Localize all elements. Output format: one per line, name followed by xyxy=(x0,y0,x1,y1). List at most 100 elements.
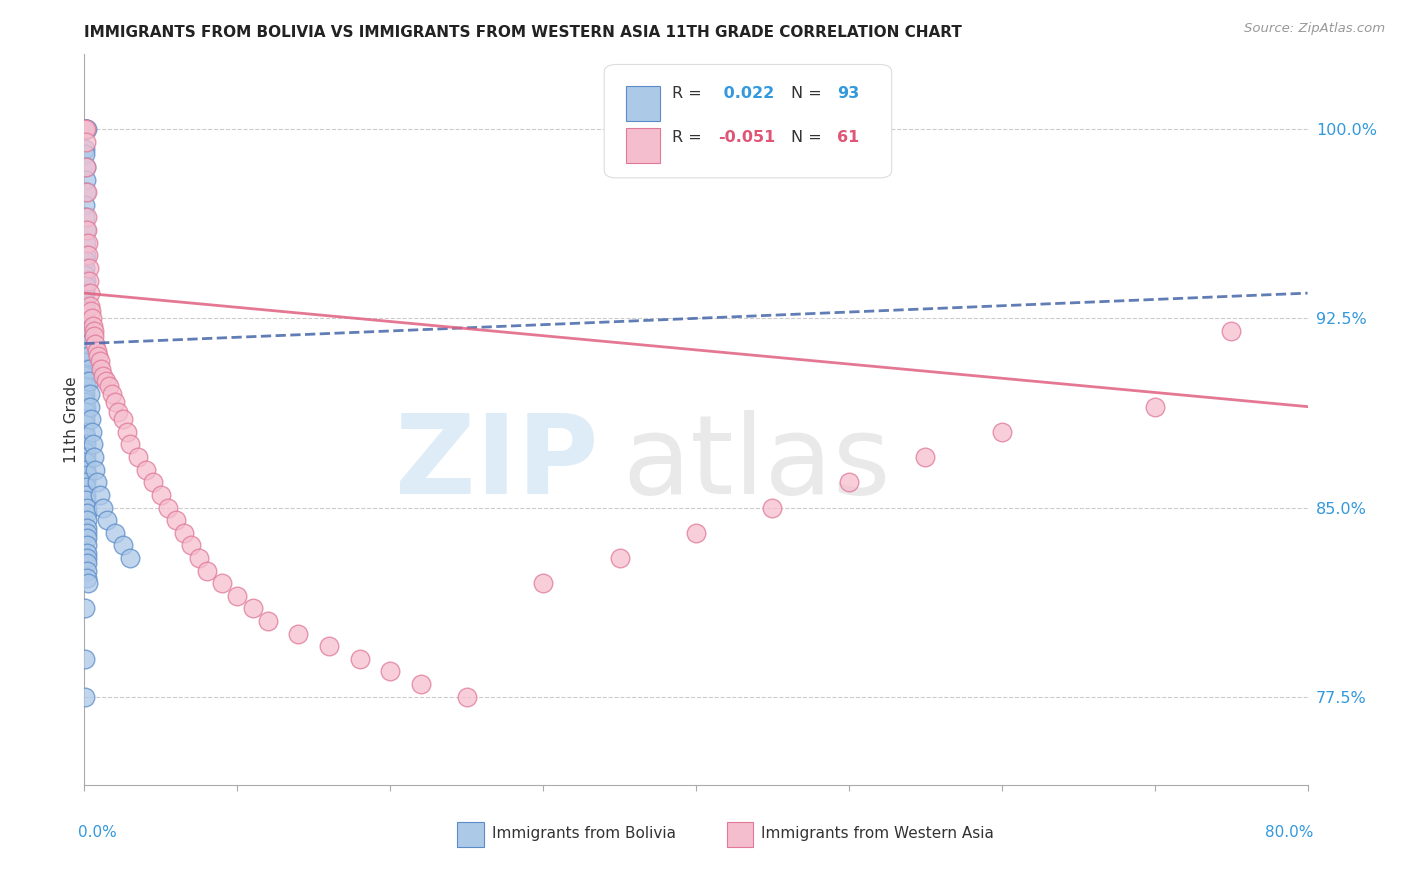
Point xyxy=(1143,400,1166,414)
Point xyxy=(76,551,98,566)
Point xyxy=(127,450,149,464)
Bar xyxy=(626,128,661,163)
Point xyxy=(75,268,97,283)
Point xyxy=(75,480,97,494)
Text: 93: 93 xyxy=(837,87,859,102)
Point xyxy=(75,344,97,359)
Point xyxy=(75,147,97,161)
Point xyxy=(97,379,120,393)
Point xyxy=(75,430,97,444)
Point xyxy=(409,677,432,691)
Point xyxy=(76,538,98,552)
Point xyxy=(86,475,108,490)
Point xyxy=(380,665,402,679)
Point xyxy=(83,450,105,464)
Point xyxy=(75,303,97,318)
Point xyxy=(242,601,264,615)
Point xyxy=(90,361,112,376)
Point xyxy=(76,223,98,237)
Point xyxy=(226,589,249,603)
Point xyxy=(104,525,127,540)
Text: -0.051: -0.051 xyxy=(718,130,775,145)
Point xyxy=(77,361,100,376)
Point xyxy=(104,394,127,409)
Point xyxy=(80,303,103,318)
Point xyxy=(91,369,114,384)
Point xyxy=(79,299,101,313)
Point xyxy=(75,324,97,338)
Point xyxy=(135,463,157,477)
Point xyxy=(75,318,97,333)
Point xyxy=(96,513,118,527)
Text: Immigrants from Bolivia: Immigrants from Bolivia xyxy=(492,827,676,841)
Point xyxy=(75,437,97,451)
Point xyxy=(991,425,1014,439)
Point xyxy=(84,463,107,477)
Bar xyxy=(626,86,661,120)
Point xyxy=(75,354,97,368)
Point xyxy=(80,425,103,439)
Point xyxy=(75,311,97,326)
Point xyxy=(75,488,97,502)
Point xyxy=(94,375,117,389)
Point xyxy=(75,463,97,477)
Point xyxy=(349,652,371,666)
Point xyxy=(75,690,97,704)
Point xyxy=(84,336,107,351)
Point xyxy=(76,506,98,520)
Point xyxy=(75,122,97,136)
Text: 80.0%: 80.0% xyxy=(1265,825,1313,840)
Point xyxy=(75,223,97,237)
Point xyxy=(75,369,97,384)
Point xyxy=(76,576,98,591)
Point xyxy=(165,513,187,527)
Text: 61: 61 xyxy=(837,130,859,145)
Point xyxy=(531,576,554,591)
Point xyxy=(75,445,97,459)
Point xyxy=(75,286,97,301)
Point xyxy=(79,286,101,301)
Point xyxy=(75,122,97,136)
Point xyxy=(75,400,97,414)
Point xyxy=(82,437,104,451)
Point xyxy=(83,324,105,338)
Point xyxy=(287,626,309,640)
Point xyxy=(76,211,98,225)
Point xyxy=(75,211,97,225)
Point xyxy=(75,299,97,313)
Point xyxy=(75,379,97,393)
Point xyxy=(76,186,98,200)
Point xyxy=(75,361,97,376)
Point xyxy=(914,450,936,464)
Point xyxy=(76,235,98,250)
Point xyxy=(75,375,97,389)
Point xyxy=(75,492,97,507)
Text: Source: ZipAtlas.com: Source: ZipAtlas.com xyxy=(1244,22,1385,36)
Point xyxy=(318,639,340,653)
Point xyxy=(79,400,101,414)
Point xyxy=(82,318,104,333)
Point xyxy=(75,425,97,439)
Point xyxy=(75,455,97,469)
Point xyxy=(211,576,233,591)
Point xyxy=(75,273,97,287)
Point xyxy=(75,253,97,268)
Point xyxy=(609,551,631,566)
Point xyxy=(75,235,97,250)
Point xyxy=(76,546,98,560)
Point xyxy=(75,450,97,464)
Point xyxy=(77,273,100,287)
Text: IMMIGRANTS FROM BOLIVIA VS IMMIGRANTS FROM WESTERN ASIA 11TH GRADE CORRELATION C: IMMIGRANTS FROM BOLIVIA VS IMMIGRANTS FR… xyxy=(84,25,962,40)
Point xyxy=(456,690,478,704)
Point xyxy=(75,387,97,401)
Bar xyxy=(727,822,754,847)
Text: ZIP: ZIP xyxy=(395,409,598,516)
Point xyxy=(195,564,218,578)
Point xyxy=(76,500,98,515)
Point xyxy=(75,172,97,186)
Point xyxy=(75,278,97,293)
Point xyxy=(111,412,134,426)
Point xyxy=(75,160,97,174)
Point xyxy=(75,317,97,331)
Text: 0.022: 0.022 xyxy=(718,87,775,102)
